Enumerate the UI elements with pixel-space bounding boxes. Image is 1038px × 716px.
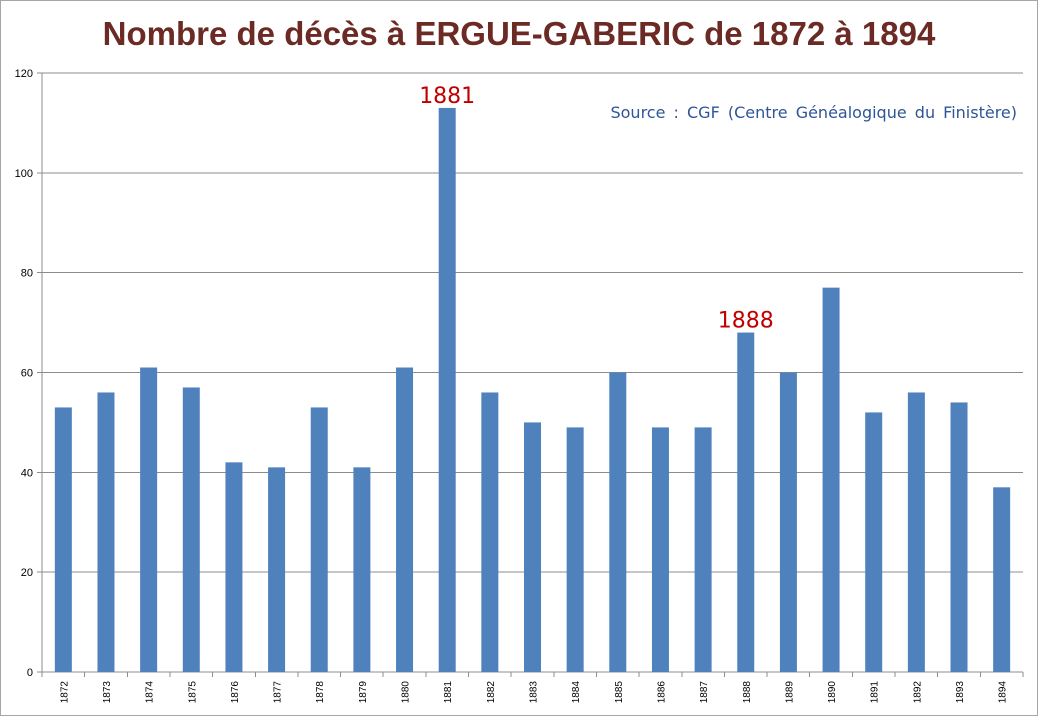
x-tick-label: 1876 (230, 681, 241, 704)
x-tick-label: 1875 (187, 681, 198, 704)
y-tick-label: 60 (21, 368, 33, 380)
y-tick-label: 20 (21, 567, 33, 579)
x-tick-label: 1882 (486, 681, 497, 704)
bar (353, 467, 371, 672)
bar (310, 407, 328, 672)
x-tick-label: 1889 (784, 681, 795, 704)
x-tick-label: 1893 (955, 681, 966, 704)
bar (524, 422, 541, 672)
x-tick-label: 1884 (571, 681, 582, 704)
annotation-label: 1888 (718, 309, 774, 334)
bar (822, 287, 840, 672)
bar (950, 402, 968, 672)
bar (737, 332, 755, 672)
x-tick-label: 1873 (102, 681, 113, 704)
x-tick-label: 1872 (59, 681, 70, 704)
x-tick-label: 1891 (870, 681, 881, 704)
bar (438, 107, 456, 673)
x-tick-label: 1878 (315, 681, 326, 704)
bar (54, 407, 72, 672)
bar (396, 367, 414, 672)
bar (993, 487, 1011, 672)
y-tick-label: 100 (15, 168, 33, 180)
chart-title: Nombre de décès à ERGUE-GABERIC de 1872 … (102, 15, 936, 52)
x-tick-label: 1887 (699, 681, 710, 704)
x-tick-label: 1874 (145, 681, 156, 704)
bar (865, 412, 883, 672)
bar (268, 467, 286, 672)
x-tick-label: 1886 (656, 681, 667, 704)
x-tick-label: 1879 (358, 681, 369, 704)
bar (907, 392, 925, 672)
x-tick-label: 1883 (529, 681, 540, 704)
y-tick-label: 0 (27, 667, 33, 679)
x-tick-label: 1880 (401, 681, 412, 704)
bar (481, 392, 499, 672)
x-tick-label: 1894 (998, 681, 1009, 704)
bar (694, 427, 712, 672)
x-tick-label: 1881 (443, 681, 454, 704)
annotation-label: 1881 (419, 84, 475, 109)
y-tick-label: 120 (15, 68, 33, 80)
x-tick-label: 1888 (742, 681, 753, 704)
bar (779, 372, 797, 672)
bar (651, 427, 669, 672)
source-note: Source : CGF (Centre Généalogique du Fin… (610, 103, 1017, 122)
y-tick-label: 80 (21, 268, 33, 280)
x-tick-label: 1885 (614, 681, 625, 704)
x-tick-label: 1890 (827, 681, 838, 704)
bar (566, 427, 584, 672)
x-tick-label: 1877 (273, 681, 284, 704)
x-tick-label: 1892 (912, 681, 923, 704)
bar (97, 392, 115, 672)
bar (140, 367, 158, 672)
y-tick-label: 40 (21, 467, 33, 479)
bar (182, 387, 200, 672)
bar (225, 462, 243, 672)
bar (609, 372, 627, 672)
